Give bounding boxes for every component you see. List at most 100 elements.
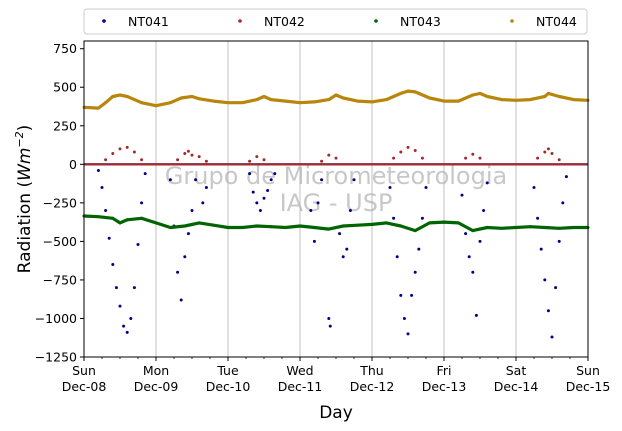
point-NT041-69 — [557, 239, 561, 243]
point-NT041-50 — [413, 270, 417, 274]
point-NT041-59 — [478, 239, 482, 243]
point-NT042-22 — [420, 156, 424, 160]
point-NT041-23 — [204, 185, 208, 189]
x-tick-label-day-2: Tue — [216, 363, 239, 378]
series-NT043 — [82, 214, 590, 233]
point-NT041-20 — [190, 209, 194, 213]
point-NT042-7 — [183, 152, 187, 156]
point-NT042-3 — [125, 145, 129, 149]
x-tick-label-day-7: Sun — [576, 363, 600, 378]
point-NT041-30 — [269, 178, 273, 182]
point-NT041-33 — [312, 239, 316, 243]
point-NT041-66 — [546, 309, 550, 313]
point-NT042-30 — [557, 158, 561, 162]
point-NT041-45 — [395, 255, 399, 259]
legend-label-NT041: NT041 — [128, 14, 169, 29]
point-NT041-47 — [402, 316, 406, 320]
point-NT042-13 — [255, 155, 259, 159]
point-NT041-62 — [532, 185, 536, 189]
x-axis: SunDec-08MonDec-09TueDec-10WedDec-11ThuD… — [62, 357, 611, 394]
point-NT042-8 — [186, 149, 190, 153]
y-tick-label-2: −750 — [43, 272, 77, 287]
watermark: Grupo de Micrometeorologia IAG - USP — [165, 162, 507, 217]
point-NT041-60 — [482, 209, 486, 213]
y-tick-label-1: −1000 — [35, 311, 77, 326]
point-NT041-57 — [471, 270, 475, 274]
legend-marker-NT044 — [510, 19, 514, 23]
point-NT041-3 — [107, 236, 111, 240]
y-axis-label-suffix: ) — [15, 125, 35, 132]
point-NT041-34 — [316, 201, 320, 205]
point-NT041-37 — [328, 324, 332, 328]
point-NT042-5 — [140, 158, 144, 162]
y-axis-label-unit: Wm — [15, 148, 35, 181]
point-NT041-48 — [406, 332, 410, 336]
point-NT041-16 — [176, 270, 180, 274]
point-NT041-17 — [179, 298, 183, 302]
x-tick-label-date-5: Dec-13 — [422, 379, 467, 394]
point-NT041-28 — [262, 196, 266, 200]
point-NT041-25 — [251, 190, 255, 194]
point-NT041-52 — [420, 216, 424, 220]
point-NT042-2 — [118, 147, 122, 151]
legend-marker-NT041 — [102, 19, 106, 23]
point-NT042-4 — [132, 150, 136, 154]
point-NT041-55 — [464, 232, 468, 236]
point-NT041-46 — [399, 293, 403, 297]
point-NT041-4 — [111, 263, 115, 267]
point-NT041-41 — [348, 209, 352, 213]
point-NT041-36 — [327, 316, 331, 320]
point-NT041-18 — [183, 255, 187, 259]
point-NT041-43 — [388, 185, 392, 189]
x-tick-label-date-2: Dec-10 — [206, 379, 251, 394]
point-NT041-67 — [550, 335, 554, 339]
point-NT042-17 — [334, 156, 338, 160]
x-tick-label-date-6: Dec-14 — [494, 379, 539, 394]
point-NT041-54 — [460, 193, 464, 197]
point-NT042-16 — [327, 153, 331, 157]
point-NT042-20 — [406, 145, 410, 149]
point-NT041-58 — [474, 313, 478, 317]
series-NT044 — [82, 89, 590, 110]
point-NT042-26 — [536, 156, 540, 160]
y-tick-label-3: −500 — [43, 234, 77, 249]
watermark-line-2: IAG - USP — [280, 189, 393, 217]
point-NT041-11 — [136, 242, 140, 246]
point-NT041-12 — [140, 201, 144, 205]
x-tick-label-date-7: Dec-15 — [566, 379, 611, 394]
point-NT041-8 — [125, 330, 129, 334]
point-NT041-31 — [273, 172, 277, 176]
series-layer — [82, 89, 590, 339]
series-trace-NT043 — [83, 214, 588, 233]
y-axis-label: Radiation (Wm−2) — [13, 125, 35, 274]
point-NT041-6 — [118, 304, 122, 308]
point-NT041-61 — [485, 181, 489, 185]
point-NT041-44 — [392, 216, 396, 220]
point-NT041-38 — [338, 232, 342, 236]
point-NT042-9 — [190, 153, 194, 157]
point-NT042-1 — [111, 152, 115, 156]
point-NT041-14 — [168, 178, 172, 182]
point-NT041-56 — [467, 255, 471, 259]
point-NT041-1 — [100, 185, 104, 189]
point-NT041-13 — [143, 172, 147, 176]
x-tick-label-day-0: Sun — [72, 363, 96, 378]
point-NT041-32 — [309, 209, 313, 213]
point-NT041-40 — [345, 247, 349, 251]
grid-lines — [155, 41, 517, 357]
point-NT041-10 — [132, 286, 136, 290]
legend-marker-NT042 — [238, 19, 242, 23]
point-NT041-63 — [536, 216, 540, 220]
series-NT042 — [84, 145, 588, 166]
point-NT042-0 — [104, 158, 108, 162]
point-NT041-26 — [255, 201, 259, 205]
point-NT041-71 — [564, 175, 568, 179]
point-NT041-0 — [96, 168, 100, 172]
legend-label-NT044: NT044 — [536, 14, 577, 29]
y-tick-label-0: −1250 — [35, 350, 77, 365]
legend-label-NT042: NT042 — [264, 14, 305, 29]
point-NT041-21 — [194, 178, 198, 182]
x-tick-label-date-4: Dec-12 — [350, 379, 395, 394]
y-tick-label-7: 500 — [53, 80, 77, 95]
